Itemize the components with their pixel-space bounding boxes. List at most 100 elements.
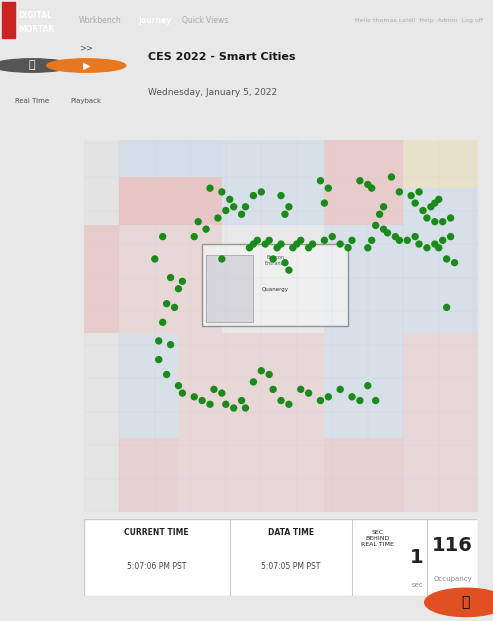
Point (257, 366, 265, 376)
Bar (222, 140, 324, 225)
Point (206, 399, 214, 409)
Text: ▶: ▶ (82, 60, 90, 71)
Point (356, 176, 364, 186)
Point (265, 369, 273, 379)
Bar (206, 255, 253, 322)
Point (305, 388, 313, 398)
Point (190, 392, 198, 402)
Text: 📷: 📷 (29, 60, 35, 71)
Point (435, 194, 443, 204)
Point (167, 340, 175, 350)
Point (348, 392, 356, 402)
Point (155, 336, 163, 346)
Point (242, 202, 249, 212)
Point (411, 232, 419, 242)
Point (198, 396, 206, 406)
Point (320, 198, 328, 208)
Text: 💬: 💬 (462, 596, 470, 609)
Point (297, 235, 305, 245)
Text: Occupancy: Occupancy (433, 576, 472, 582)
Text: CES 2022 - Smart Cities: CES 2022 - Smart Cities (148, 52, 295, 62)
Text: MORTAR: MORTAR (19, 25, 55, 34)
Text: Real Time: Real Time (15, 97, 49, 104)
Point (415, 239, 423, 249)
Point (439, 235, 447, 245)
Bar (84, 140, 119, 225)
Bar (403, 140, 478, 188)
Point (297, 384, 305, 394)
Bar (84, 225, 119, 333)
Text: 1: 1 (410, 548, 424, 567)
Point (336, 239, 344, 249)
Point (273, 243, 281, 253)
Point (395, 187, 403, 197)
Bar (324, 438, 403, 512)
Text: Journey: Journey (138, 16, 171, 25)
Point (163, 299, 171, 309)
Point (194, 217, 202, 227)
Point (447, 213, 455, 223)
Text: Quanergy: Quanergy (262, 287, 288, 292)
Point (348, 235, 356, 245)
Point (230, 403, 238, 413)
Point (403, 235, 411, 245)
Point (336, 384, 344, 394)
Point (230, 202, 238, 212)
Point (159, 317, 167, 327)
Text: Hello thomas.cahill  Help  Admin  Log off: Hello thomas.cahill Help Admin Log off (355, 17, 483, 23)
Bar (202, 244, 348, 326)
Text: Wednesday, January 5, 2022: Wednesday, January 5, 2022 (148, 88, 277, 97)
Point (407, 191, 415, 201)
Point (439, 217, 447, 227)
Point (171, 302, 178, 312)
Point (218, 388, 226, 398)
Point (277, 191, 285, 201)
Text: SEC
BEHIND
REAL TIME: SEC BEHIND REAL TIME (361, 530, 394, 546)
Point (356, 396, 364, 406)
Bar (119, 177, 222, 225)
Point (277, 396, 285, 406)
Point (443, 254, 451, 264)
Point (246, 243, 253, 253)
Point (289, 243, 297, 253)
Point (443, 302, 451, 312)
Point (167, 273, 175, 283)
Point (178, 388, 186, 398)
FancyBboxPatch shape (84, 519, 478, 596)
Point (249, 191, 257, 201)
Point (281, 258, 289, 268)
Text: 5:07:06 PM PST: 5:07:06 PM PST (127, 562, 186, 571)
Point (257, 187, 265, 197)
Point (249, 377, 257, 387)
Bar (403, 188, 478, 225)
Text: DIGITAL: DIGITAL (19, 11, 53, 20)
Point (202, 224, 210, 234)
Bar (119, 140, 222, 177)
Point (427, 202, 435, 212)
Point (372, 220, 380, 230)
Point (395, 235, 403, 245)
Point (159, 232, 167, 242)
Point (269, 254, 277, 264)
Point (372, 396, 380, 406)
Bar (403, 333, 478, 512)
Point (309, 239, 317, 249)
Point (324, 183, 332, 193)
Point (380, 202, 387, 212)
Text: DATA TIME: DATA TIME (268, 528, 314, 537)
Point (384, 228, 391, 238)
Point (210, 384, 218, 394)
Point (423, 213, 431, 223)
Text: Workbench: Workbench (79, 16, 122, 25)
Point (253, 235, 261, 245)
Point (285, 265, 293, 275)
Bar (324, 140, 403, 225)
Point (206, 183, 214, 193)
Point (175, 381, 182, 391)
Point (368, 235, 376, 245)
Text: Quick Views: Quick Views (182, 16, 229, 25)
Point (238, 396, 246, 406)
Point (261, 239, 269, 249)
Point (178, 276, 186, 286)
Point (380, 224, 387, 234)
